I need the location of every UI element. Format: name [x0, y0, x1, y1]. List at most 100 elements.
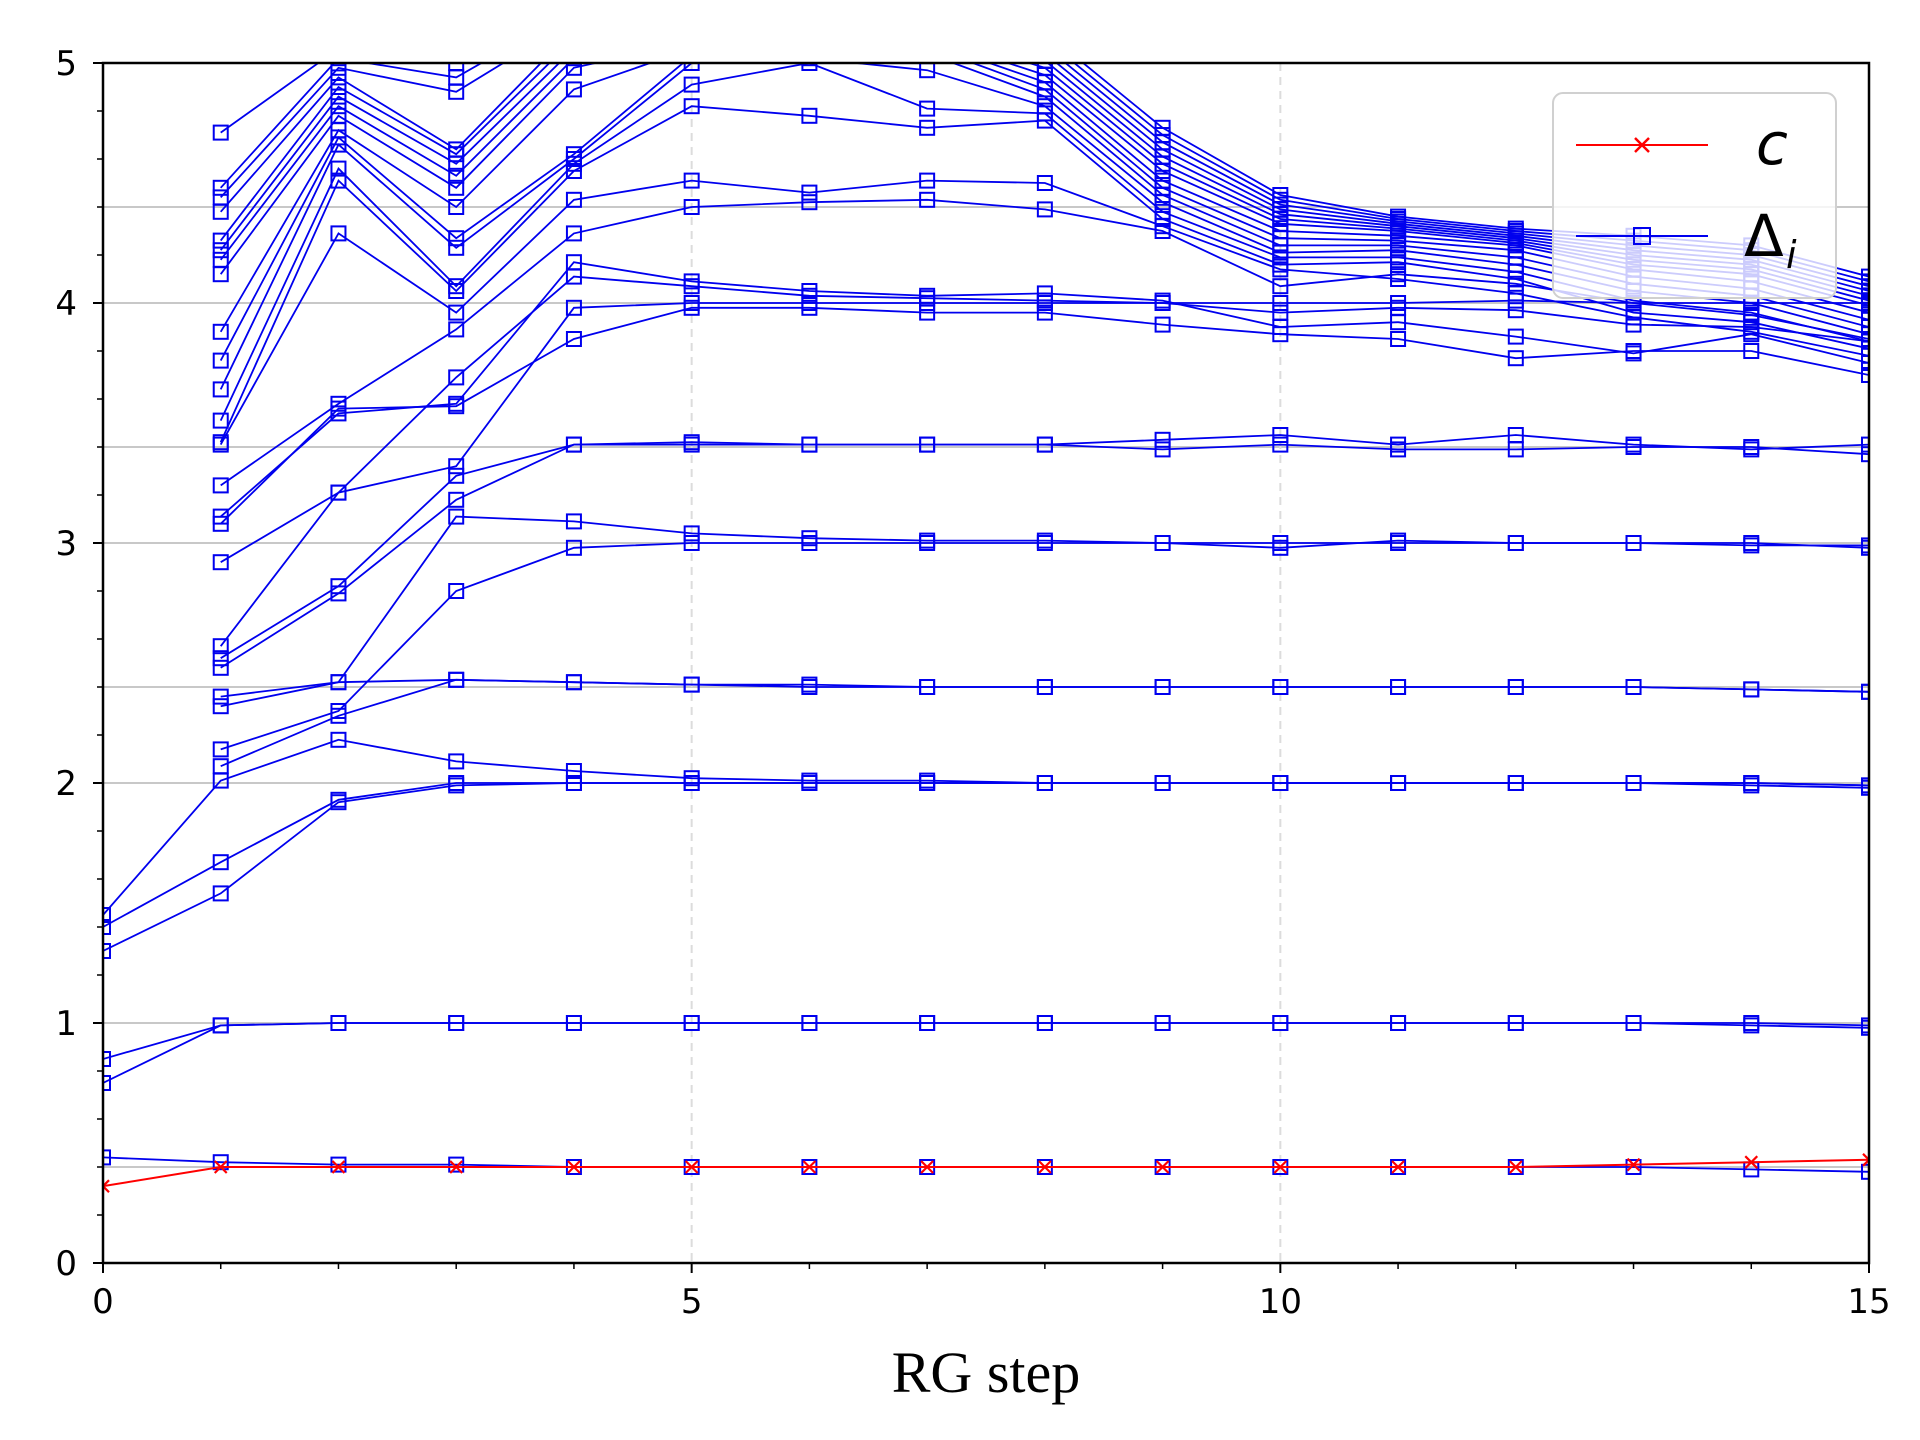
delta-series-15-point-4	[683, 273, 700, 290]
delta-series-22-point-4	[685, 42, 699, 56]
delta-series-0-point-1	[212, 1154, 229, 1171]
c-series-point-10	[1273, 1160, 1288, 1174]
delta-series-12-point-9	[1272, 295, 1289, 311]
delta-series-13-point-2	[448, 369, 465, 386]
c-series-point-11	[1391, 1160, 1405, 1174]
delta-series-11-point-7	[1036, 436, 1053, 453]
delta-series-9-point-2	[448, 508, 465, 525]
delta-series-30-point-11	[1507, 220, 1524, 237]
legend-delta-subscript: i	[1786, 233, 1797, 277]
delta-series-15-line	[220, 261, 1869, 518]
delta-series-28-point-0	[212, 189, 229, 206]
c-series-point-9	[1155, 1160, 1170, 1174]
delta-series-24-point-4	[685, 27, 699, 41]
delta-series-15-point-8	[1154, 292, 1171, 309]
delta-series-15-point-5	[801, 283, 818, 299]
delta-series-24-point-3	[565, 63, 582, 67]
delta-series-24-point-2	[448, 167, 465, 184]
delta-series-11-point-1	[330, 578, 347, 595]
delta-series-7-point-5	[801, 679, 818, 695]
delta-series-10-point-0	[212, 659, 229, 676]
delta-series-28-point-4	[685, 0, 699, 12]
delta-series-8-point-2	[448, 583, 465, 599]
delta-series-18-point-12	[1625, 304, 1642, 321]
c-series-point-4	[567, 1160, 581, 1174]
delta-series-13-point-11	[1507, 302, 1524, 319]
delta-series-26-point-3	[567, 32, 581, 46]
c-series-point-7	[920, 1160, 934, 1174]
c-series-point-2	[331, 1160, 346, 1174]
delta-series-20-point-0	[212, 381, 229, 398]
delta-series-10-point-8	[1154, 441, 1171, 458]
delta-series-7-point-2	[448, 671, 465, 688]
delta-series-19-point-1	[330, 160, 347, 177]
delta-series-3-point-1	[212, 885, 229, 902]
delta-series-1-point-0	[103, 1051, 111, 1067]
delta-series-14-point-8	[1154, 316, 1171, 333]
delta-series-9-point-12	[1625, 535, 1642, 551]
c-series-point-3	[449, 1160, 463, 1174]
delta-series-2-point-2	[330, 1015, 347, 1031]
delta-series-9-line	[220, 515, 1869, 698]
delta-series-14-point-13	[1743, 343, 1760, 359]
delta-series-7-line	[220, 678, 1869, 708]
delta-series-4-point-3	[448, 775, 465, 791]
delta-series-20-point-5	[801, 63, 818, 67]
delta-series-21-point-3	[565, 146, 582, 163]
delta-series-11-point-5	[801, 436, 818, 453]
delta-series-20-point-4	[683, 63, 700, 71]
delta-series-30-point-8	[1154, 119, 1171, 136]
y-tick-label-0: 0	[55, 1244, 77, 1284]
delta-series-8-point-0	[212, 741, 229, 758]
delta-series-5-point-2	[330, 731, 347, 748]
delta-series-24-point-6	[920, 30, 934, 44]
delta-series-9-point-3	[565, 513, 582, 530]
delta-series-17-point-1	[330, 225, 347, 242]
c-series-point-13	[1626, 1157, 1641, 1172]
delta-series-2-line	[103, 1022, 1869, 1084]
delta-series-9-point-1	[330, 674, 347, 691]
delta-series-7-point-7	[1036, 679, 1053, 695]
delta-series-5-point-7	[919, 772, 936, 789]
delta-series-22-point-6	[920, 39, 934, 53]
delta-series-14-point-10	[1390, 331, 1407, 347]
delta-series-0-point-3	[448, 1156, 465, 1173]
delta-series-14-point-4	[683, 299, 700, 316]
delta-series-14-point-6	[919, 304, 936, 321]
x-tick-label-15: 15	[1847, 1282, 1890, 1322]
delta-series-30-point-3	[567, 0, 581, 8]
delta-series-17-point-5	[801, 184, 818, 201]
delta-series-21-point-0	[212, 352, 229, 369]
delta-series-23-point-3	[565, 63, 582, 76]
delta-series-27-point-6	[920, 15, 934, 29]
delta-series-7-point-4	[683, 676, 700, 693]
delta-series-9-point-9	[1272, 539, 1289, 556]
delta-series-19-point-6	[919, 100, 936, 117]
delta-series-14-point-14	[1861, 367, 1869, 383]
delta-series-11-point-3	[565, 436, 582, 453]
delta-series-30-point-2	[448, 63, 465, 71]
delta-series-25-point-3	[567, 42, 581, 56]
delta-series-23-point-8	[1154, 172, 1171, 189]
delta-series-2-point-4	[565, 1015, 582, 1031]
delta-series-20-point-2	[448, 239, 465, 256]
delta-series-19-point-5	[801, 63, 818, 71]
delta-series-9-point-13	[1743, 537, 1760, 554]
delta-series-11-point-13	[1743, 441, 1760, 458]
c-series-point-15	[1862, 1153, 1869, 1167]
delta-series-30-point-10	[1390, 208, 1407, 225]
delta-series-22-point-3	[565, 81, 582, 98]
delta-series-27-point-5	[802, 13, 816, 27]
delta-series-24-point-0	[212, 251, 229, 268]
delta-series-5-point-11	[1390, 775, 1407, 791]
delta-series-27-point-2	[448, 141, 465, 158]
delta-series-2-point-14	[1743, 1015, 1760, 1031]
c-series-point-5	[684, 1160, 699, 1174]
delta-series-28-point-6	[920, 10, 934, 24]
delta-series-19-point-8	[1154, 203, 1171, 220]
delta-series-0-point-13	[1625, 1159, 1642, 1175]
delta-series-18-point-6	[919, 119, 936, 136]
delta-series-11-point-8	[1154, 431, 1171, 448]
delta-series-21-point-2	[448, 230, 465, 247]
delta-series-16-point-4	[683, 199, 700, 215]
